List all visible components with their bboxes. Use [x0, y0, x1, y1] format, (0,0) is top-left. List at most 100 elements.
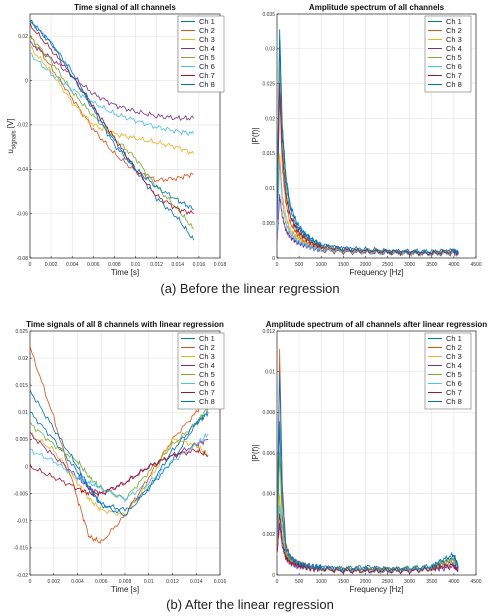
chart-3: 0 0.002 0.004 0.006 0.008 0.01 0.012 0.014 0.016…	[14, 320, 227, 594]
y-tick-label: 0.02	[18, 34, 28, 40]
legend-label: Ch 2	[199, 26, 215, 35]
x-tick-label: 0.014	[172, 262, 185, 268]
x-tick-label: 0.004	[71, 579, 84, 585]
y-tick-label: 0.01	[18, 410, 28, 416]
series-line-ch-7	[30, 22, 194, 216]
legend-label: Ch 4	[446, 44, 462, 53]
x-tick-label: 0	[276, 262, 279, 268]
chart-title: Amplitude spectrum of all channels after…	[266, 320, 488, 329]
legend: Ch 1Ch 2Ch 3Ch 4Ch 5Ch 6Ch 7Ch 8	[424, 15, 472, 93]
series-line-ch-2	[30, 345, 209, 544]
y-tick-label: 0.012	[262, 329, 275, 335]
series-line-ch-6	[30, 432, 209, 503]
y-tick-label: 0	[272, 256, 275, 262]
x-tick-label: 0	[29, 579, 32, 585]
x-tick-label: 0.006	[95, 579, 108, 585]
caption-top: (a) Before the linear regression	[160, 281, 340, 296]
y-tick-label: -0.015	[14, 546, 28, 552]
legend-box	[424, 332, 472, 410]
x-tick-label: 0.006	[87, 262, 100, 268]
legend-label: Ch 8	[199, 397, 215, 406]
legend-label: Ch 8	[446, 397, 462, 406]
x-tick-label: 0.016	[214, 579, 227, 585]
y-axis-label-main: u	[6, 149, 15, 153]
x-tick-label: 2000	[360, 579, 371, 585]
x-tick-label: 0.012	[150, 262, 163, 268]
y-tick-label: -0.04	[17, 167, 29, 173]
y-tick-label: 0.03	[265, 47, 275, 53]
axes-frame	[29, 13, 221, 259]
legend-label: Ch 7	[446, 71, 462, 80]
legend-label: Ch 3	[446, 35, 462, 44]
x-axis-label: Time [s]	[111, 268, 139, 277]
x-axis-label: Time [s]	[111, 585, 139, 594]
x-tick-label: 1500	[338, 579, 349, 585]
y-tick-label: 0.005	[262, 221, 275, 227]
legend-label: Ch 3	[446, 352, 462, 361]
x-tick-label: 0.01	[131, 262, 141, 268]
legend-box	[177, 15, 225, 93]
legend-label: Ch 8	[446, 80, 462, 89]
legend: Ch 1Ch 2Ch 3Ch 4Ch 5Ch 6Ch 7Ch 8	[177, 332, 225, 410]
chart-4: 0 500 1000 1500 2000 2500 3000 3500 4000 4500 0 0.0…	[251, 320, 487, 594]
y-axis-label: |P(f)|	[251, 444, 260, 461]
legend: Ch 1Ch 2Ch 3Ch 4Ch 5Ch 6Ch 7Ch 8	[177, 15, 225, 93]
x-tick-label: 4500	[470, 262, 481, 268]
x-tick-label: 0.01	[144, 579, 154, 585]
chart-2: 0 500 1000 1500 2000 2500 3000 3500 4000 4500 0 0.0…	[251, 3, 482, 277]
x-tick-label: 0.014	[190, 579, 203, 585]
legend-box	[424, 15, 472, 93]
series-line-ch-7	[30, 447, 209, 498]
y-tick-label: 0.01	[265, 186, 275, 192]
legend-label: Ch 5	[446, 370, 462, 379]
legend-label: Ch 3	[199, 352, 215, 361]
y-tick-label: -0.005	[14, 491, 28, 497]
y-tick-label: -0.01	[17, 519, 29, 525]
x-tick-label: 2500	[382, 262, 393, 268]
series-line-ch-8	[277, 29, 459, 256]
legend-label: Ch 6	[199, 379, 215, 388]
y-tick-label: -0.02	[17, 573, 29, 579]
legend-label: Ch 2	[446, 26, 462, 35]
x-tick-label: 0.008	[119, 579, 132, 585]
x-tick-label: 0.018	[214, 262, 227, 268]
legend-label: Ch 6	[199, 62, 215, 71]
x-tick-label: 3000	[404, 262, 415, 268]
series-line-ch-6	[277, 162, 459, 257]
x-tick-label: 0.016	[193, 262, 206, 268]
legend-label: Ch 1	[199, 334, 215, 343]
y-axis-label: usignals [V]	[6, 118, 18, 153]
y-tick-label: 0	[25, 464, 28, 470]
x-tick-label: 1000	[316, 579, 327, 585]
legend-label: Ch 1	[446, 17, 462, 26]
legend-label: Ch 4	[446, 361, 462, 370]
x-tick-label: 500	[295, 262, 304, 268]
legend-label: Ch 8	[199, 80, 215, 89]
x-tick-label: 3500	[426, 579, 437, 585]
legend-label: Ch 7	[199, 388, 215, 397]
x-tick-label: 0.012	[166, 579, 179, 585]
y-tick-label: 0.01	[265, 369, 275, 375]
legend-label: Ch 1	[446, 334, 462, 343]
series-line-ch-5	[30, 34, 194, 230]
legend-label: Ch 2	[199, 343, 215, 352]
y-tick-label: -0.02	[17, 123, 29, 129]
legend-label: Ch 6	[446, 62, 462, 71]
y-tick-label: 0.035	[262, 12, 275, 18]
x-tick-label: 3000	[404, 579, 415, 585]
series-line-ch-8	[277, 372, 459, 573]
legend: Ch 1Ch 2Ch 3Ch 4Ch 5Ch 6Ch 7Ch 8	[424, 332, 472, 410]
y-tick-label: -0.08	[17, 256, 29, 262]
x-tick-label: 2500	[382, 579, 393, 585]
legend-label: Ch 4	[199, 361, 215, 370]
x-tick-label: 3500	[426, 262, 437, 268]
series-line-ch-6	[30, 53, 194, 137]
y-tick-label: 0.002	[262, 532, 275, 538]
x-tick-label: 1000	[316, 262, 327, 268]
legend-label: Ch 1	[199, 17, 215, 26]
x-tick-label: 0.008	[108, 262, 121, 268]
y-tick-label: 0.02	[265, 116, 275, 122]
x-tick-label: 0	[29, 262, 32, 268]
y-tick-label: 0.006	[262, 451, 275, 457]
y-axis-label: |P(f)|	[251, 127, 260, 144]
